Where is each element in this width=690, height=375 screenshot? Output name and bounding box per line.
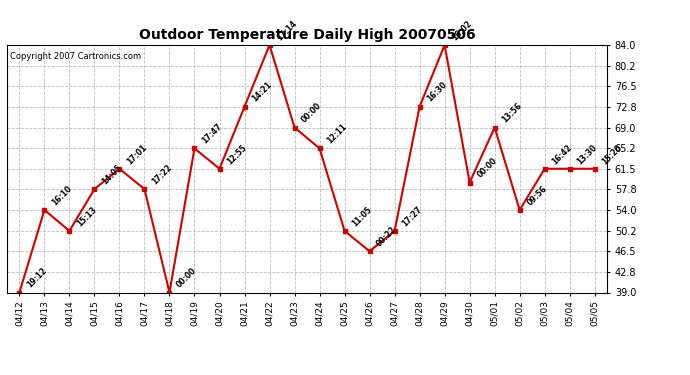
Text: 16:10: 16:10 — [50, 184, 73, 207]
Text: 17:27: 17:27 — [400, 204, 424, 228]
Text: 14:21: 14:21 — [250, 80, 273, 104]
Text: 09:56: 09:56 — [525, 184, 549, 207]
Text: 11:05: 11:05 — [350, 205, 373, 228]
Text: 00:22: 00:22 — [375, 225, 399, 249]
Text: 13:30: 13:30 — [575, 142, 599, 166]
Text: 17:14: 17:14 — [275, 19, 299, 42]
Text: 15:13: 15:13 — [75, 205, 98, 228]
Text: 00:00: 00:00 — [175, 266, 199, 290]
Text: 16:02: 16:02 — [450, 19, 473, 42]
Text: 15:20: 15:20 — [600, 142, 624, 166]
Text: 00:00: 00:00 — [475, 156, 499, 180]
Text: 14:05: 14:05 — [100, 163, 124, 186]
Title: Outdoor Temperature Daily High 20070506: Outdoor Temperature Daily High 20070506 — [139, 28, 475, 42]
Text: 17:22: 17:22 — [150, 163, 174, 186]
Text: 12:11: 12:11 — [325, 122, 348, 146]
Text: 16:42: 16:42 — [550, 142, 573, 166]
Text: 00:00: 00:00 — [300, 101, 324, 125]
Text: Copyright 2007 Cartronics.com: Copyright 2007 Cartronics.com — [10, 53, 141, 62]
Text: 12:55: 12:55 — [225, 143, 248, 166]
Text: 16:30: 16:30 — [425, 80, 449, 104]
Text: 17:01: 17:01 — [125, 142, 148, 166]
Text: 19:12: 19:12 — [25, 266, 48, 290]
Text: 13:56: 13:56 — [500, 101, 524, 125]
Text: 17:47: 17:47 — [200, 122, 224, 146]
